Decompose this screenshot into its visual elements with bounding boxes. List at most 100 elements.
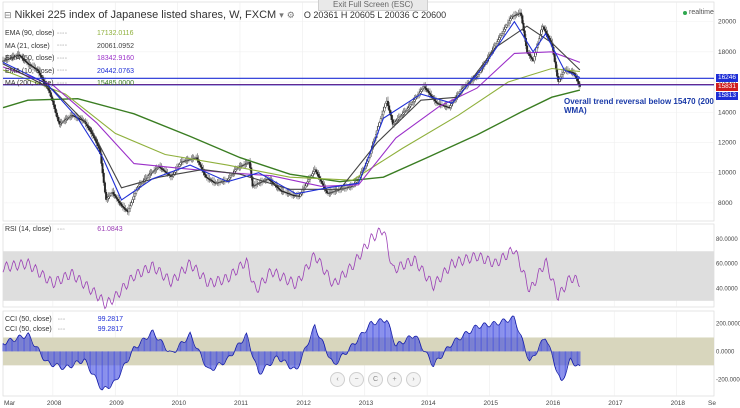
candle-body	[461, 88, 464, 91]
candle-body	[411, 102, 413, 105]
x-tick-label: 2008	[47, 400, 62, 407]
plus-icon[interactable]: +	[387, 372, 402, 387]
candle-body	[50, 92, 52, 97]
ohlc-readout: O 20361 H 20605 L 20036 C 20600	[303, 10, 447, 20]
candle-body	[27, 62, 30, 65]
candle-body	[72, 115, 75, 117]
candle-body	[280, 190, 283, 192]
cci-legend-2: CCI (50, close) ▫▫▫ 99.2817	[5, 326, 123, 333]
reset-icon[interactable]: C	[368, 372, 383, 387]
candle-body	[78, 118, 81, 120]
candle-body	[133, 193, 136, 197]
candle-body	[47, 88, 50, 91]
candle-body	[521, 15, 524, 24]
settings-icon[interactable]: ⚙	[286, 9, 295, 20]
collapse-icon[interactable]: ⊟	[4, 9, 12, 20]
x-tick-label: 2011	[234, 400, 248, 407]
x-tick-label: Se	[708, 400, 716, 407]
candle-body	[420, 89, 423, 92]
indicator-buttons-icon[interactable]: ▫▫▫	[57, 226, 66, 233]
indicator-name: EMA (50, close)	[5, 55, 55, 62]
candle-body	[113, 193, 116, 196]
candle-body	[252, 185, 255, 187]
cci-line	[2, 315, 581, 391]
candle-body	[510, 16, 513, 19]
indicator-buttons-icon[interactable]: ▫▫▫	[57, 326, 66, 333]
candle-body	[58, 120, 61, 125]
candle-body	[460, 89, 463, 92]
candle-body	[540, 29, 543, 35]
price-tag-upper: 16246	[716, 74, 738, 82]
candle-body	[448, 107, 451, 109]
candle-body	[250, 167, 253, 178]
candle-body	[204, 174, 207, 178]
candle-body	[112, 192, 115, 195]
x-tick-label: 2010	[172, 400, 187, 407]
y-tick-label: 18000	[718, 49, 736, 56]
candle-body	[512, 15, 515, 17]
ma-line	[2, 51, 581, 187]
candle-body	[162, 169, 165, 171]
candle-body	[264, 179, 267, 181]
candle-body	[407, 107, 410, 110]
x-tick-label: 2014	[421, 400, 436, 407]
candle-body	[231, 174, 234, 177]
candle-body	[505, 24, 508, 28]
chevron-right-icon[interactable]: ›	[406, 372, 421, 387]
price-tag-last: 15831	[716, 83, 738, 91]
candle-body	[26, 61, 28, 64]
indicator-name: EMA (10, close)	[5, 67, 55, 75]
realtime-label: realtime	[689, 9, 714, 16]
indicator-buttons-icon[interactable]: ▫▫▫▫	[57, 68, 68, 74]
y-tick-label: 12000	[718, 139, 736, 146]
indicator-value: 15485.0000	[97, 80, 134, 87]
candle-body	[163, 170, 166, 172]
candle-body	[435, 100, 437, 103]
chevron-left-icon[interactable]: ‹	[330, 372, 345, 387]
candle-body	[29, 64, 32, 66]
candle-body	[544, 28, 547, 32]
candle-body	[397, 117, 400, 120]
candle-body	[240, 165, 243, 167]
rsi-band	[3, 251, 714, 301]
indicator-buttons-icon[interactable]: ▫▫▫	[57, 316, 66, 323]
indicator-buttons-icon[interactable]: ▫▫▫▫	[57, 30, 68, 37]
chart-navigation: ‹ − C + ›	[330, 372, 421, 387]
candle-body	[199, 164, 202, 168]
candle-body	[167, 173, 170, 175]
candle-body	[383, 106, 386, 112]
candle-body	[276, 186, 279, 189]
indicator-buttons-icon[interactable]: ▫▫▫▫	[57, 80, 68, 87]
indicator-buttons-icon[interactable]: ▫▫▫▫	[57, 43, 68, 49]
candle-body	[235, 167, 238, 170]
candle-body	[246, 162, 249, 164]
x-tick-label: 2012	[296, 400, 311, 407]
candle-body	[139, 183, 142, 186]
candle-body	[210, 180, 213, 182]
indicator-name: MA (200, close)	[5, 80, 54, 87]
candle-body	[406, 108, 409, 111]
candle-body	[450, 103, 453, 106]
cci-tick-label: 0.0000	[716, 349, 735, 355]
candle-body	[503, 29, 506, 32]
x-tick-label: 2015	[483, 400, 498, 407]
indicator-value: 20061.0952	[97, 42, 134, 50]
candle-body	[196, 157, 199, 160]
cci-legend-1: CCI (50, close) ▫▫▫ 99.2817	[5, 316, 123, 323]
candle-body	[399, 116, 401, 119]
candle-body	[30, 65, 33, 67]
chevron-down-icon[interactable]: ▾	[279, 9, 284, 20]
candle-body	[558, 79, 561, 82]
minus-icon[interactable]: −	[349, 372, 364, 387]
candle-body	[106, 197, 109, 200]
candle-body	[277, 187, 280, 190]
candle-body	[131, 199, 134, 203]
candle-body	[239, 166, 242, 168]
candle-body	[36, 69, 39, 72]
exit-fullscreen-button[interactable]: Exit Full Screen (ESC)	[318, 0, 428, 11]
indicator-buttons-icon[interactable]: ▫▫▫▫	[57, 55, 68, 62]
candle-body	[65, 118, 68, 120]
rsi-tick-label: 60.0000	[716, 262, 738, 268]
rsi-value: 61.0843	[97, 226, 123, 233]
rsi-series	[2, 227, 581, 310]
